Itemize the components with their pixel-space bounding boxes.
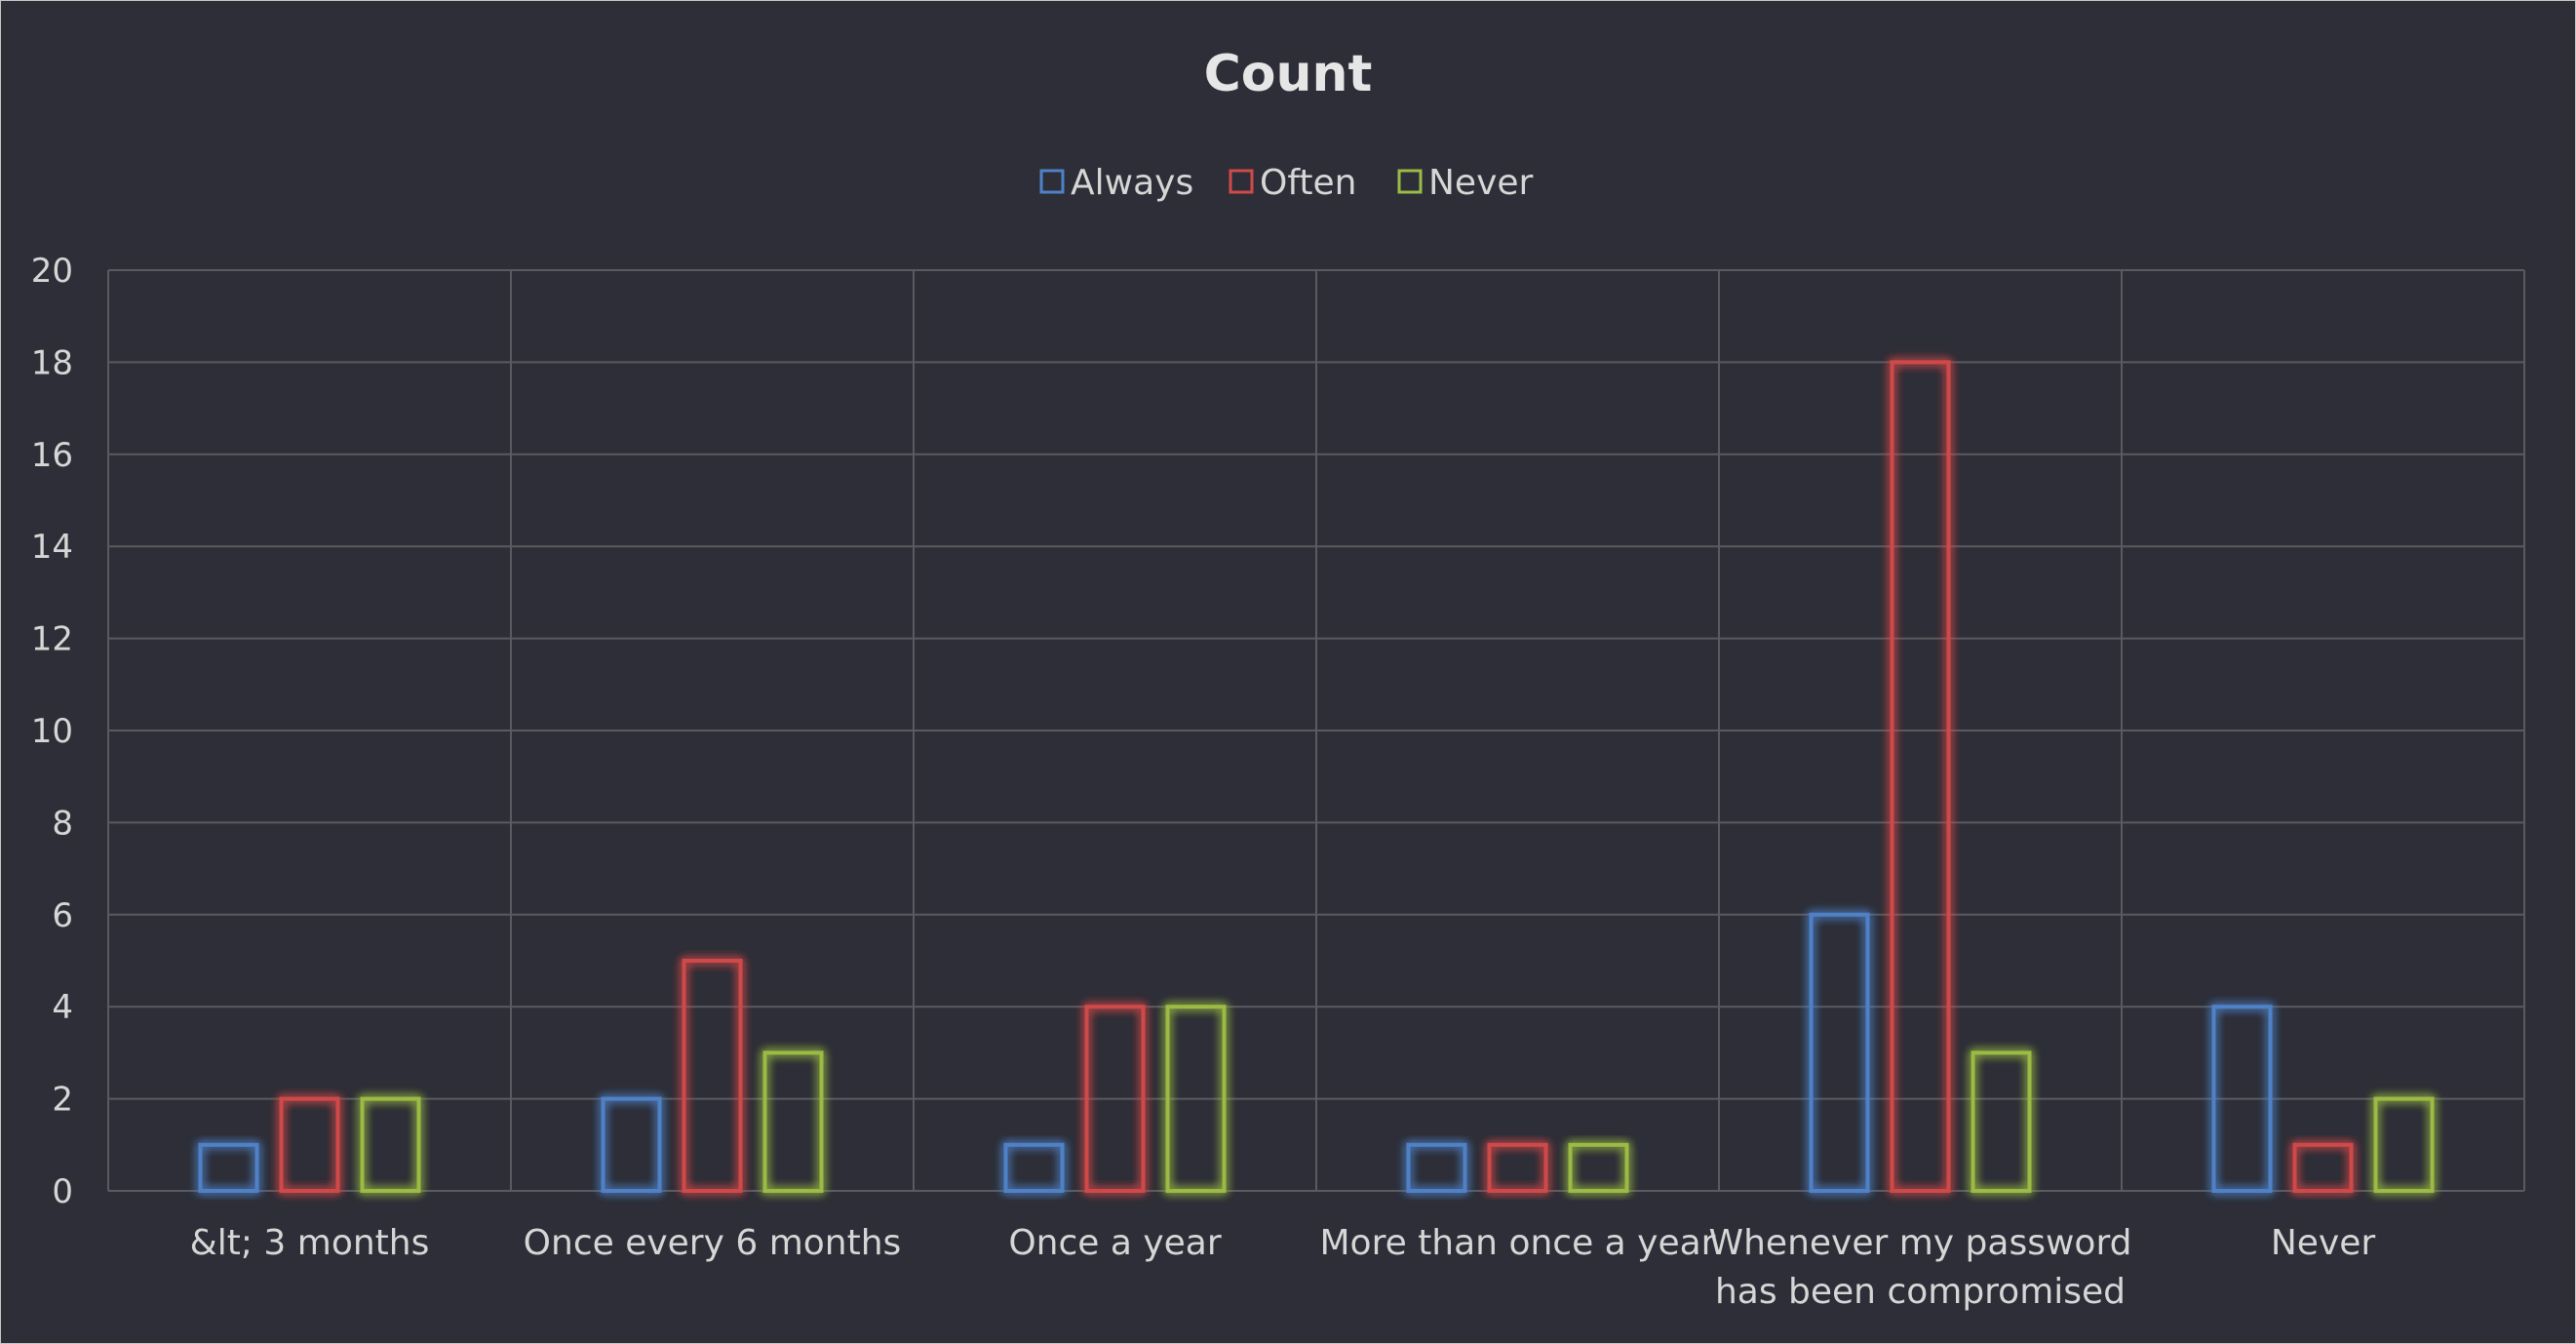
y-tick-label: 10 <box>31 712 73 751</box>
y-axis: 0 2 4 6 8 10 12 14 16 18 20 <box>31 252 73 1211</box>
bars <box>198 360 2435 1194</box>
y-tick-label: 12 <box>31 620 73 659</box>
bar-never <box>1568 1142 1629 1194</box>
legend-label: Always <box>1071 163 1193 203</box>
x-category-label: Whenever my password <box>1709 1223 2132 1263</box>
y-tick-label: 4 <box>52 988 73 1027</box>
bar-often <box>1084 1005 1146 1193</box>
legend-label: Never <box>1428 163 1534 203</box>
x-category-label: More than once a year <box>1320 1223 1716 1263</box>
legend-label: Often <box>1260 163 1356 203</box>
y-tick-label: 8 <box>52 804 73 843</box>
gridlines <box>107 269 2525 1192</box>
y-tick-label: 18 <box>31 343 73 382</box>
bar-never <box>1971 1050 2032 1194</box>
x-category-label: Never <box>2271 1223 2376 1263</box>
x-category-label: has been compromised <box>1715 1272 2126 1312</box>
x-category-label: Once a year <box>1008 1223 1222 1263</box>
bar-often <box>2292 1142 2354 1194</box>
y-tick-label: 0 <box>52 1172 73 1211</box>
x-axis: &lt; 3 months Once every 6 months Once a y… <box>190 1223 2376 1312</box>
bar-always <box>2211 1005 2273 1193</box>
y-tick-label: 6 <box>52 896 73 935</box>
x-category-label: &lt; 3 months <box>190 1223 430 1263</box>
bar-often <box>279 1096 340 1193</box>
bar-never <box>2373 1096 2435 1193</box>
bar-always <box>601 1096 662 1193</box>
bar-never <box>360 1096 421 1193</box>
bar-often <box>682 959 743 1193</box>
bar-always <box>1809 912 1870 1193</box>
y-tick-label: 14 <box>31 528 73 567</box>
bar-always <box>1406 1142 1467 1194</box>
bar-often <box>1890 360 1951 1193</box>
bar-always <box>1003 1142 1065 1194</box>
legend-swatch-always <box>1039 169 1065 194</box>
bar-never <box>1165 1005 1227 1193</box>
legend: Always Often Never <box>1039 163 1534 203</box>
y-tick-label: 2 <box>52 1081 73 1120</box>
bar-often <box>1487 1142 1548 1194</box>
legend-swatch-often <box>1229 169 1254 194</box>
legend-swatch-never <box>1397 169 1423 194</box>
y-tick-label: 16 <box>31 436 73 475</box>
bar-never <box>762 1050 824 1194</box>
y-tick-label: 20 <box>31 252 73 291</box>
chart-title: Count <box>1204 45 1373 103</box>
x-category-label: Once every 6 months <box>524 1223 902 1263</box>
bar-always <box>198 1142 259 1194</box>
